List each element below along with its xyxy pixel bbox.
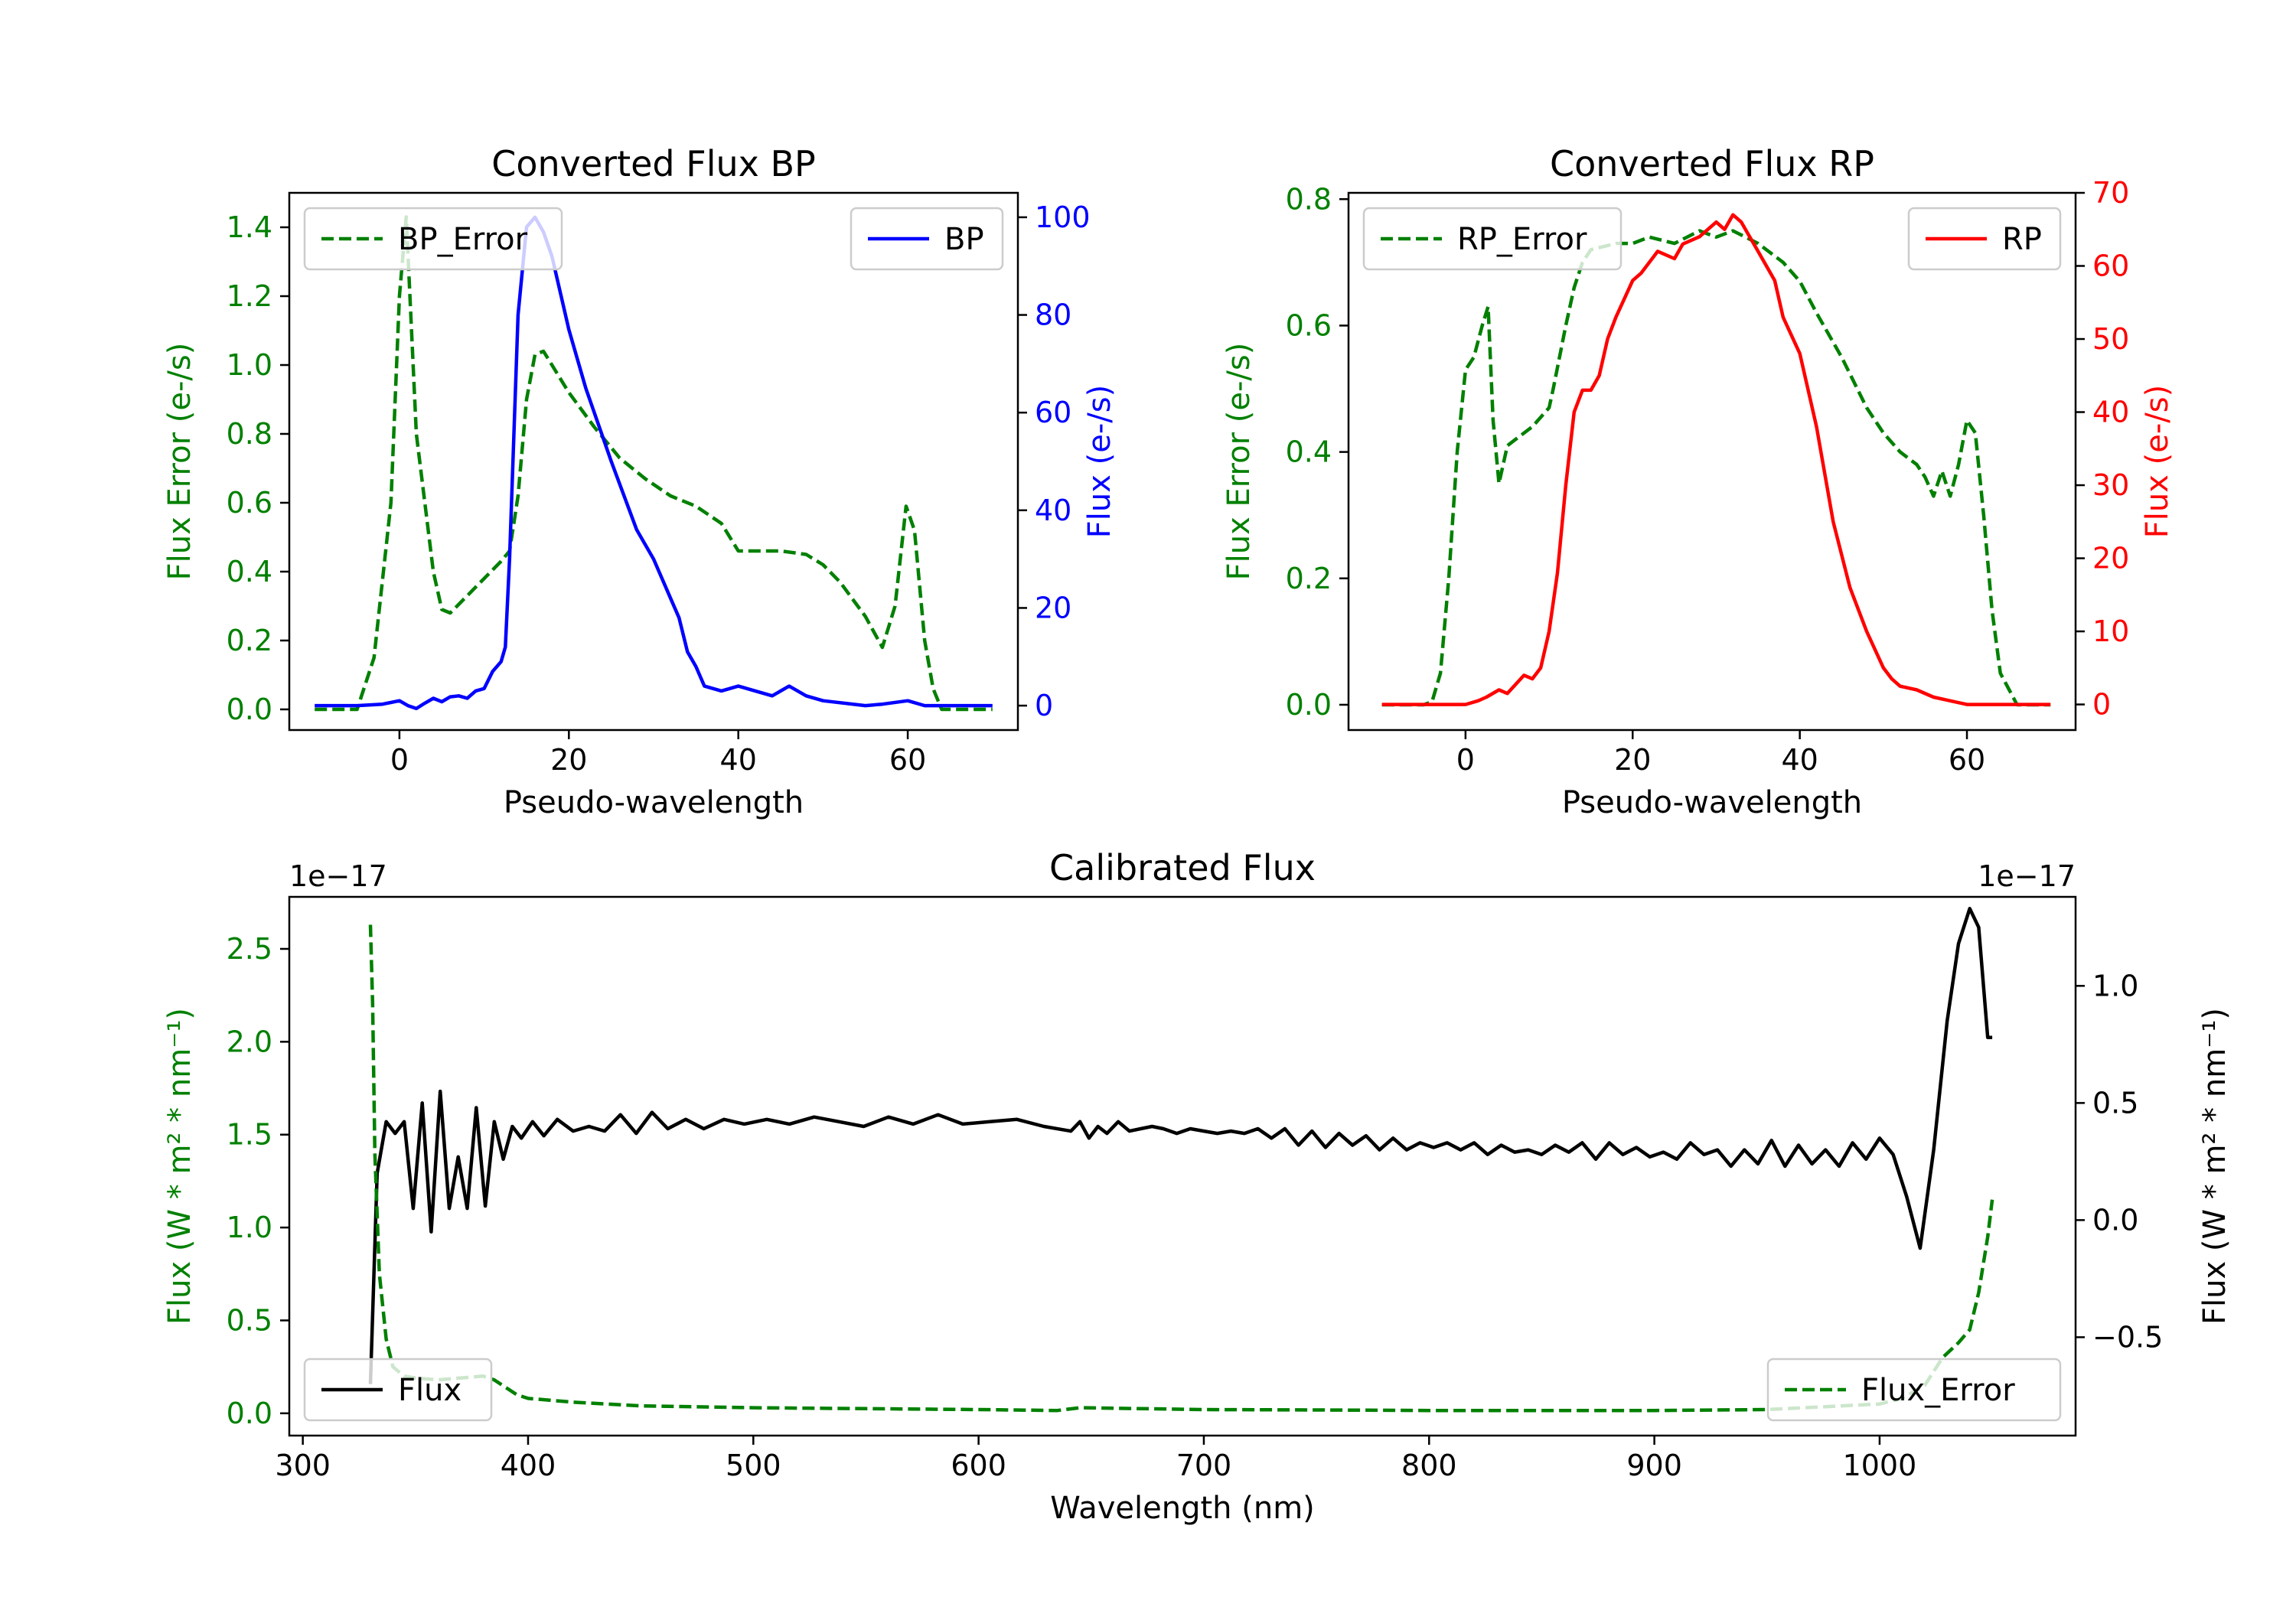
cal-x-axis-label: Wavelength (nm) xyxy=(1050,1491,1315,1526)
rp-axes-frame xyxy=(1347,191,2077,732)
cal-left-y-tick-label: 0.0 xyxy=(227,1397,272,1430)
rp-x-tick-label: 20 xyxy=(1614,743,1651,777)
rp-right-y-tick-label: 70 xyxy=(2092,176,2129,210)
cal-x-tick-label: 800 xyxy=(1401,1449,1457,1482)
bp-right-y-axis-label: Flux (e-/s) xyxy=(1082,385,1117,538)
legend-label: Flux_Error xyxy=(1861,1373,2015,1408)
rp-left-y-axis-label: Flux Error (e-/s) xyxy=(1221,343,1257,581)
bp-right-y-tick-label: 40 xyxy=(1035,494,1071,527)
cal-left-y-tick-label: 1.5 xyxy=(227,1118,272,1152)
bp-right-y-tick-label: 80 xyxy=(1035,298,1071,332)
bp-left-y-tick-label: 0.0 xyxy=(227,693,272,726)
bp-x-tick-label: 40 xyxy=(720,743,757,777)
bp-x-axis-label: Pseudo-wavelength xyxy=(504,785,804,820)
cal-x-tick-label: 300 xyxy=(275,1449,331,1482)
bp-x-tick-label: 20 xyxy=(550,743,587,777)
cal-legend-flux: Flux xyxy=(303,1358,493,1422)
bp-right-y-tick-label: 60 xyxy=(1035,396,1071,429)
rp-x-tick-label: 40 xyxy=(1781,743,1818,777)
rp-left-y-tick-label: 0.8 xyxy=(1286,182,1332,216)
cal-left-y-tick-label: 0.5 xyxy=(227,1303,272,1337)
cal-left-y-tick-label: 1.0 xyxy=(227,1211,272,1244)
rp-right-y-tick-label: 30 xyxy=(2092,468,2129,502)
bp-left-y-tick-label: 1.0 xyxy=(227,348,272,382)
cal-x-tick-label: 700 xyxy=(1176,1449,1232,1482)
bp-left-y-tick-label: 0.8 xyxy=(227,417,272,451)
rp-right-y-tick-label: 40 xyxy=(2092,396,2129,429)
bp-axes-frame xyxy=(288,191,1019,732)
bp-series-line-bp_error xyxy=(315,215,993,712)
rp-series-line-rp xyxy=(1381,213,2051,706)
cal-left-y-axis-label: Flux (W * m² * nm⁻¹) xyxy=(162,1008,197,1325)
rp-legend-rp: RP xyxy=(1907,207,2062,271)
cal-chart-title: Calibrated Flux xyxy=(1049,847,1316,888)
bp-legend-bp_error: BP_Error xyxy=(303,207,563,271)
cal-series-line-flux xyxy=(368,907,1993,1384)
legend-label: BP xyxy=(944,222,984,257)
rp-right-y-tick-label: 0 xyxy=(2092,688,2111,722)
rp-left-y-tick-label: 0.6 xyxy=(1286,308,1332,342)
legend-label: RP_Error xyxy=(1457,222,1587,257)
cal-axes-frame xyxy=(288,895,2077,1437)
bp-legend-bp: BP xyxy=(850,207,1004,271)
cal-axes-group: 300 400 500 600 700 800 900 1000 Wavelength (nm)… xyxy=(162,847,2232,1526)
cal-x-tick-label: 1000 xyxy=(1843,1449,1917,1482)
cal-left-y-tick-label: 2.0 xyxy=(227,1025,272,1058)
rp-x-tick-label: 0 xyxy=(1456,743,1475,777)
cal-right-y-tick-label: 0.0 xyxy=(2092,1203,2138,1237)
rp-right-y-axis-label: Flux (e-/s) xyxy=(2140,385,2175,538)
bp-right-y-tick-label: 20 xyxy=(1035,591,1071,624)
rp-x-tick-label: 60 xyxy=(1949,743,1985,777)
rp-right-y-tick-label: 50 xyxy=(2092,322,2129,356)
bp-left-y-tick-label: 0.4 xyxy=(227,555,272,588)
legend-label: BP_Error xyxy=(398,222,528,257)
legend-box xyxy=(303,1358,493,1422)
cal-right-y-axis-label: Flux (W * m² * nm⁻¹) xyxy=(2197,1008,2232,1325)
legend-label: Flux xyxy=(398,1373,461,1408)
bp-left-y-tick-label: 0.6 xyxy=(227,486,272,520)
rp-right-y-tick-label: 10 xyxy=(2092,614,2129,648)
rp-chart-title: Converted Flux RP xyxy=(1550,143,1874,184)
bp-x-tick-label: 0 xyxy=(390,743,409,777)
rp-right-y-tick-label: 20 xyxy=(2092,542,2129,575)
legend-label: RP xyxy=(2002,222,2042,257)
rp-legend-rp_error: RP_Error xyxy=(1362,207,1623,271)
bp-axes-group: 0 20 40 60 Pseudo-wavelength Converted Flux B… xyxy=(162,143,1117,820)
bp-x-tick-label: 60 xyxy=(889,743,926,777)
bp-left-y-tick-label: 1.2 xyxy=(227,279,272,313)
rp-left-y-tick-label: 0.0 xyxy=(1286,688,1332,722)
cal-x-tick-label: 400 xyxy=(501,1449,556,1482)
cal-x-tick-label: 900 xyxy=(1626,1449,1682,1482)
bp-right-y-tick-label: 100 xyxy=(1035,200,1091,234)
rp-axes-group: 0 20 40 60 Pseudo-wavelength Converted Flux R… xyxy=(1221,143,2175,820)
rp-right-y-tick-label: 60 xyxy=(2092,249,2129,283)
bp-left-y-axis-label: Flux Error (e-/s) xyxy=(162,343,197,581)
cal-right-offset-label: 1e−17 xyxy=(1978,859,2076,893)
cal-left-y-tick-label: 2.5 xyxy=(227,932,272,966)
rp-left-y-tick-label: 0.4 xyxy=(1286,435,1332,469)
cal-x-tick-label: 500 xyxy=(726,1449,781,1482)
cal-x-tick-label: 600 xyxy=(951,1449,1006,1482)
rp-series-line-rp_error xyxy=(1381,229,2051,707)
legend-box xyxy=(1766,1358,2062,1422)
cal-right-y-tick-label: −0.5 xyxy=(2092,1320,2163,1354)
bp-chart-title: Converted Flux BP xyxy=(491,143,816,184)
rp-x-axis-label: Pseudo-wavelength xyxy=(1562,785,1862,820)
cal-right-y-tick-label: 1.0 xyxy=(2092,969,2138,1002)
cal-right-y-tick-label: 0.5 xyxy=(2092,1086,2138,1120)
bp-right-y-tick-label: 0 xyxy=(1035,689,1053,722)
bp-series-line-bp xyxy=(315,215,993,711)
cal-legend-flux_error: Flux_Error xyxy=(1766,1358,2062,1422)
legend-box xyxy=(303,207,563,271)
rp-left-y-tick-label: 0.2 xyxy=(1286,562,1332,595)
bp-left-y-tick-label: 0.2 xyxy=(227,624,272,657)
bp-left-y-tick-label: 1.4 xyxy=(227,210,272,244)
cal-left-offset-label: 1e−17 xyxy=(289,859,387,893)
legend-box xyxy=(1362,207,1623,271)
